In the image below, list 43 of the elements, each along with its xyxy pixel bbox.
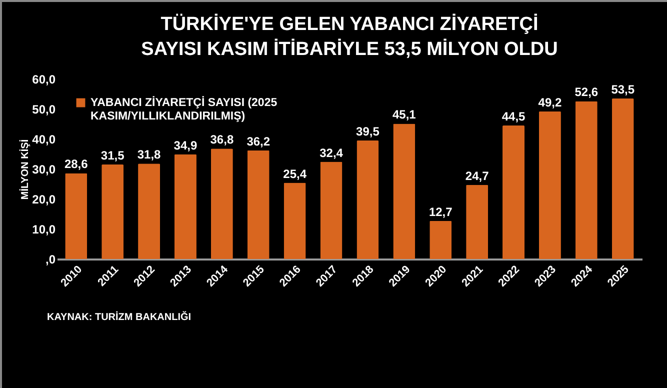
- bar: [466, 184, 488, 259]
- data-label: 45,1: [392, 108, 416, 122]
- data-label: 53,5: [611, 82, 635, 96]
- bar: [174, 154, 196, 259]
- y-tick-label: 10,0: [32, 222, 56, 236]
- bar: [320, 162, 342, 259]
- legend-label: YABANCI ZİYARETÇİ SAYISI (2025 KASIM/YILLIKLANDIRILMIŞ): [90, 96, 278, 122]
- y-tick-label: 30,0: [32, 162, 56, 176]
- bar: [65, 173, 88, 259]
- data-label: 31,5: [100, 148, 125, 162]
- data-label: 49,2: [538, 95, 562, 110]
- data-label: 12,7: [428, 204, 453, 219]
- y-tick-label: 50,0: [32, 102, 56, 116]
- y-tick-label: 20,0: [32, 192, 56, 206]
- bar: [356, 140, 379, 259]
- data-label: 25,4: [283, 166, 307, 181]
- data-label: 24,7: [465, 168, 490, 183]
- data-label: 34,9: [174, 138, 198, 152]
- text: KAYNAK: TURİZM BAKANLIĞI: [47, 311, 192, 323]
- data-label: 36,8: [210, 132, 234, 147]
- y-tick-label: 40,0: [32, 132, 56, 146]
- data-label: 39,5: [356, 124, 380, 138]
- bar: [612, 98, 634, 259]
- bar: [430, 220, 452, 259]
- bar: [210, 148, 233, 259]
- bar: [575, 101, 598, 259]
- bar: [538, 111, 561, 259]
- bar: [284, 182, 306, 259]
- bar: [502, 126, 525, 259]
- data-label: 36,2: [246, 134, 270, 148]
- data-label: 31,8: [137, 148, 162, 162]
- y-axis-title: MİLYON KİŞİ: [19, 139, 32, 200]
- data-label: 28,6: [64, 157, 88, 172]
- data-label: 44,5: [502, 110, 526, 124]
- chart-title: TÜRKİYE'YE GELEN YABANCI ZİYARETÇİ SAYISI KASIM İTİBARİYLE 53,5 MİLYON OLDU: [141, 13, 558, 60]
- bar: [138, 164, 160, 259]
- bar: [393, 124, 416, 259]
- y-tick-label: ,0: [45, 252, 56, 266]
- bar: [102, 164, 124, 259]
- bar: [247, 150, 270, 259]
- data-label: 32,4: [320, 146, 344, 160]
- data-label: 52,6: [574, 85, 598, 100]
- y-tick-label: 60,0: [32, 72, 56, 86]
